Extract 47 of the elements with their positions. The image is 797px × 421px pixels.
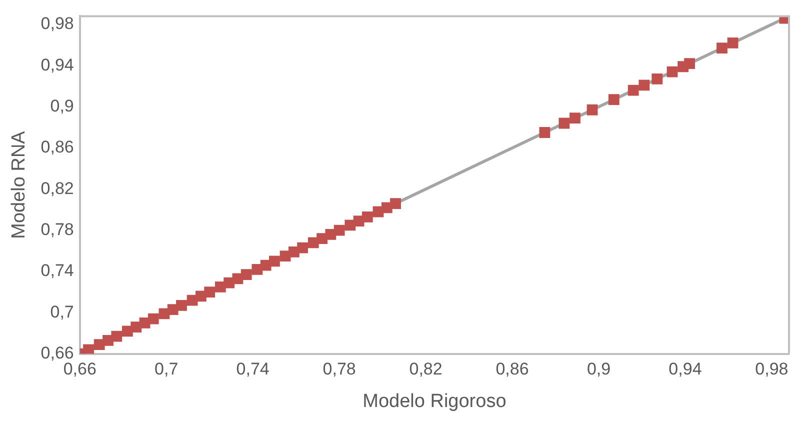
- point: [325, 228, 336, 240]
- y-tick-label: 0,78: [40, 220, 74, 239]
- point: [539, 127, 550, 138]
- point: [334, 224, 345, 236]
- x-tick-label: 0,78: [322, 360, 356, 379]
- y-tick-label: 0,82: [40, 178, 74, 198]
- point: [83, 344, 94, 354]
- x-tick-label: 0,82: [409, 360, 442, 379]
- point: [176, 300, 187, 311]
- x-tick-label: 0,74: [236, 360, 270, 379]
- x-tick-label: 0,94: [668, 360, 702, 379]
- point: [638, 80, 650, 91]
- point: [204, 286, 216, 298]
- point: [608, 94, 620, 106]
- point: [362, 211, 373, 222]
- point: [148, 313, 159, 324]
- x-tick-label: 0,98: [755, 360, 788, 379]
- x-tick-label: 0,86: [496, 360, 529, 379]
- point: [130, 322, 142, 332]
- y-tick-label: 0,9: [50, 96, 74, 116]
- y-tick-label: 0,94: [40, 55, 74, 74]
- point: [716, 42, 728, 54]
- y-tick-label: 0,66: [40, 343, 74, 362]
- x-tick-label: 0,66: [63, 360, 96, 379]
- point: [269, 256, 280, 267]
- point: [727, 38, 738, 48]
- y-axis-title: Modelo RNA: [8, 130, 30, 239]
- y-tick-label: 0,74: [40, 261, 74, 280]
- point: [344, 220, 356, 231]
- x-tick-label: 0,9: [586, 360, 611, 379]
- point: [684, 58, 695, 69]
- point: [570, 112, 580, 124]
- y-tick-label: 0,7: [50, 302, 74, 322]
- point: [297, 242, 308, 254]
- point: [666, 66, 678, 78]
- point: [558, 118, 570, 129]
- x-axis-title: Modelo Rigoroso: [362, 390, 506, 412]
- point: [586, 104, 598, 116]
- point: [240, 269, 252, 280]
- x-tick-label: 0,7: [154, 360, 178, 379]
- y-tick-label: 0,86: [40, 138, 74, 157]
- point: [252, 264, 263, 275]
- point: [111, 330, 122, 342]
- point: [628, 84, 639, 96]
- point: [390, 198, 401, 209]
- point: [652, 74, 663, 84]
- y-tick-label: 0,98: [40, 14, 74, 34]
